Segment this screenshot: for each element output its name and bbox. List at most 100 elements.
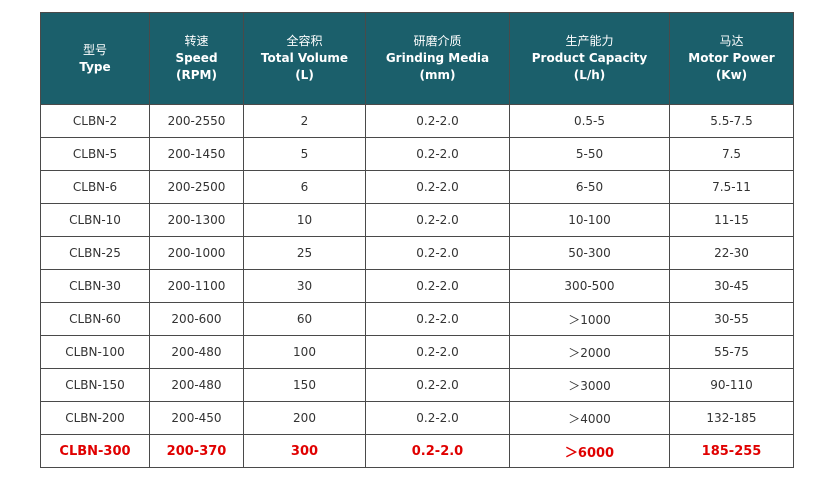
cell-speed: 200-600 <box>149 302 244 336</box>
cell-type: CLBN-25 <box>40 236 150 270</box>
cell-type: CLBN-10 <box>40 203 150 237</box>
cell-capacity: 0.5-5 <box>509 104 670 138</box>
cell-power: 55-75 <box>669 335 794 369</box>
header-capacity: 生产能力 Product Capacity (L/h) <box>509 12 670 105</box>
cell-capacity: 10-100 <box>509 203 670 237</box>
cell-speed: 200-1450 <box>149 137 244 171</box>
header-volume-en: Total Volume <box>260 51 349 65</box>
cell-speed: 200-370 <box>149 434 244 468</box>
cell-media: 0.2-2.0 <box>365 434 510 468</box>
table-row: CLBN-10 200-1300 10 0.2-2.0 10-100 11-15 <box>40 203 794 237</box>
cell-power: 90-110 <box>669 368 794 402</box>
cell-type: CLBN-30 <box>40 269 150 303</box>
header-speed: 转速 Speed (RPM) <box>149 12 244 105</box>
header-power: 马达 Motor Power (Kw) <box>669 12 794 105</box>
cell-media: 0.2-2.0 <box>365 368 510 402</box>
cell-power: 185-255 <box>669 434 794 468</box>
cell-volume: 2 <box>243 104 366 138</box>
cell-type: CLBN-60 <box>40 302 150 336</box>
cell-capacity: ＞3000 <box>509 368 670 402</box>
cell-type: CLBN-200 <box>40 401 150 435</box>
cell-capacity: ＞6000 <box>509 434 670 468</box>
header-media-en: Grinding Media <box>385 51 490 65</box>
cell-media: 0.2-2.0 <box>365 401 510 435</box>
header-row: 型号 Type 转速 Speed (RPM) 全容积 Total Volume … <box>40 12 794 105</box>
cell-power: 30-45 <box>669 269 794 303</box>
table-row: CLBN-200 200-450 200 0.2-2.0 ＞4000 132-185 <box>40 401 794 435</box>
header-type: 型号 Type <box>40 12 150 105</box>
table-row: CLBN-60 200-600 60 0.2-2.0 ＞1000 30-55 <box>40 302 794 336</box>
cell-volume: 6 <box>243 170 366 204</box>
cell-speed: 200-2500 <box>149 170 244 204</box>
table-row: CLBN-5 200-1450 5 0.2-2.0 5-50 7.5 <box>40 137 794 171</box>
header-speed-cn: 转速 <box>184 34 209 48</box>
header-capacity-cn: 生产能力 <box>565 34 614 48</box>
cell-power: 132-185 <box>669 401 794 435</box>
header-speed-en: Speed <box>175 51 218 65</box>
header-power-unit: (Kw) <box>715 68 748 82</box>
cell-type: CLBN-5 <box>40 137 150 171</box>
table-row: CLBN-300 200-370 300 0.2-2.0 ＞6000 185-255 <box>40 434 794 468</box>
cell-volume: 150 <box>243 368 366 402</box>
table-row: CLBN-25 200-1000 25 0.2-2.0 50-300 22-30 <box>40 236 794 270</box>
header-capacity-en: Product Capacity <box>531 51 648 65</box>
cell-volume: 5 <box>243 137 366 171</box>
cell-capacity: ＞4000 <box>509 401 670 435</box>
cell-capacity: 5-50 <box>509 137 670 171</box>
cell-power: 22-30 <box>669 236 794 270</box>
cell-capacity: 50-300 <box>509 236 670 270</box>
cell-media: 0.2-2.0 <box>365 302 510 336</box>
cell-type: CLBN-150 <box>40 368 150 402</box>
cell-media: 0.2-2.0 <box>365 236 510 270</box>
cell-speed: 200-480 <box>149 368 244 402</box>
header-speed-unit: (RPM) <box>176 68 217 82</box>
cell-speed: 200-480 <box>149 335 244 369</box>
cell-type: CLBN-6 <box>40 170 150 204</box>
cell-capacity: ＞2000 <box>509 335 670 369</box>
cell-media: 0.2-2.0 <box>365 203 510 237</box>
cell-media: 0.2-2.0 <box>365 137 510 171</box>
cell-volume: 60 <box>243 302 366 336</box>
cell-speed: 200-450 <box>149 401 244 435</box>
cell-volume: 25 <box>243 236 366 270</box>
table-row: CLBN-2 200-2550 2 0.2-2.0 0.5-5 5.5-7.5 <box>40 104 794 138</box>
header-capacity-unit: (L/h) <box>573 68 606 82</box>
cell-capacity: 6-50 <box>509 170 670 204</box>
table-body: CLBN-2 200-2550 2 0.2-2.0 0.5-5 5.5-7.5 CLBN-5… <box>40 104 794 468</box>
table-row: CLBN-6 200-2500 6 0.2-2.0 6-50 7.5-11 <box>40 170 794 204</box>
cell-volume: 100 <box>243 335 366 369</box>
header-media-unit: (mm) <box>419 68 456 82</box>
cell-power: 5.5-7.5 <box>669 104 794 138</box>
cell-volume: 300 <box>243 434 366 468</box>
cell-speed: 200-1100 <box>149 269 244 303</box>
header-type-en: Type <box>79 59 111 74</box>
cell-type: CLBN-100 <box>40 335 150 369</box>
cell-media: 0.2-2.0 <box>365 170 510 204</box>
header-media-cn: 研磨介质 <box>413 34 462 48</box>
cell-capacity: 300-500 <box>509 269 670 303</box>
cell-type: CLBN-300 <box>40 434 150 468</box>
header-type-cn: 型号 <box>82 42 107 57</box>
cell-volume: 200 <box>243 401 366 435</box>
cell-volume: 10 <box>243 203 366 237</box>
table-row: CLBN-100 200-480 100 0.2-2.0 ＞2000 55-75 <box>40 335 794 369</box>
table-row: CLBN-30 200-1100 30 0.2-2.0 300-500 30-45 <box>40 269 794 303</box>
cell-type: CLBN-2 <box>40 104 150 138</box>
cell-media: 0.2-2.0 <box>365 104 510 138</box>
cell-power: 11-15 <box>669 203 794 237</box>
cell-speed: 200-1300 <box>149 203 244 237</box>
cell-volume: 30 <box>243 269 366 303</box>
cell-speed: 200-1000 <box>149 236 244 270</box>
cell-power: 7.5 <box>669 137 794 171</box>
cell-power: 30-55 <box>669 302 794 336</box>
cell-media: 0.2-2.0 <box>365 269 510 303</box>
table-row: CLBN-150 200-480 150 0.2-2.0 ＞3000 90-110 <box>40 368 794 402</box>
header-volume-cn: 全容积 <box>286 34 323 48</box>
header-media: 研磨介质 Grinding Media (mm) <box>365 12 510 105</box>
cell-speed: 200-2550 <box>149 104 244 138</box>
header-volume-unit: (L) <box>295 68 314 82</box>
cell-media: 0.2-2.0 <box>365 335 510 369</box>
cell-capacity: ＞1000 <box>509 302 670 336</box>
spec-table: 型号 Type 转速 Speed (RPM) 全容积 Total Volume … <box>40 12 794 468</box>
header-power-en: Motor Power <box>688 51 775 65</box>
